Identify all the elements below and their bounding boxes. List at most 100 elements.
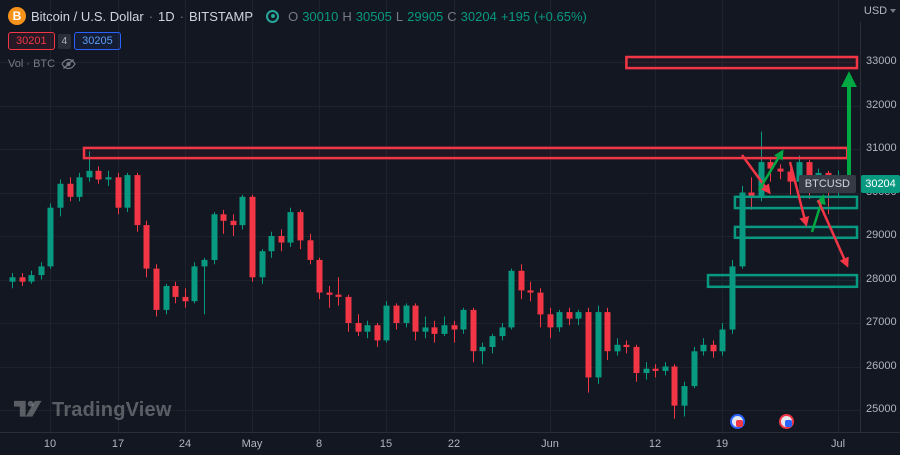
- candle-body: [412, 305, 419, 332]
- candle-body: [643, 368, 650, 373]
- candle-body: [67, 183, 74, 197]
- candle-body: [825, 172, 832, 176]
- support-zone[interactable]: [733, 195, 859, 210]
- symbol-price-tag: BTCUSD: [798, 175, 856, 193]
- candle-body: [431, 327, 438, 334]
- candle-body: [86, 170, 93, 178]
- candle-body: [374, 325, 381, 341]
- resistance-zone[interactable]: [82, 146, 849, 160]
- price-chart[interactable]: [0, 0, 860, 432]
- exchange-label[interactable]: BITSTAMP: [189, 8, 254, 24]
- price-axis[interactable]: 3300032000310003000029000280002700026000…: [860, 0, 900, 432]
- candle-body: [307, 240, 314, 260]
- price-axis-label: 32000: [866, 99, 897, 111]
- close-value: 30204: [460, 8, 497, 24]
- currency-selector[interactable]: USD: [860, 0, 900, 22]
- candle-body: [278, 236, 285, 243]
- candle-body: [57, 183, 64, 208]
- high-label: H: [342, 8, 352, 24]
- candle-body: [614, 344, 621, 352]
- event-flag-icon[interactable]: [779, 414, 794, 429]
- candle-body: [700, 344, 707, 352]
- sell-button[interactable]: 30201: [8, 32, 55, 50]
- support-zone[interactable]: [733, 225, 859, 240]
- candle-body: [489, 336, 496, 347]
- candle-body: [134, 175, 141, 226]
- price-axis-label: 29000: [866, 229, 897, 241]
- candle-body: [739, 192, 746, 267]
- open-label: O: [288, 8, 299, 24]
- time-axis-label: 8: [315, 438, 323, 450]
- chart-pane[interactable]: [0, 0, 860, 432]
- trend-arrow[interactable]: [816, 199, 849, 268]
- change-value: +195 (+0.65%): [500, 8, 587, 24]
- candle-body: [719, 329, 726, 352]
- resistance-zone[interactable]: [625, 55, 859, 70]
- candle-body: [268, 236, 275, 252]
- candle-body: [652, 368, 659, 371]
- time-axis-label: 22: [447, 438, 461, 450]
- candle-body: [335, 294, 342, 297]
- candle-body: [47, 207, 54, 267]
- time-axis-label: 24: [178, 438, 192, 450]
- candle-body: [326, 292, 333, 295]
- event-flag-icon[interactable]: [730, 414, 745, 429]
- spread-value: 4: [57, 33, 72, 49]
- time-axis-label: Jul: [830, 438, 846, 450]
- current-price-label: 30204: [861, 175, 900, 193]
- candle-body: [287, 212, 294, 243]
- candle-body: [681, 386, 688, 406]
- interval-label[interactable]: 1D: [158, 8, 175, 24]
- candle-body: [729, 266, 736, 330]
- support-zone[interactable]: [706, 273, 859, 289]
- trend-arrows: [740, 71, 857, 268]
- tradingview-watermark: TradingView: [14, 398, 172, 422]
- trend-arrow[interactable]: [740, 154, 771, 195]
- chevron-down-icon: [890, 9, 897, 13]
- low-value: 29905: [407, 8, 444, 24]
- candle-body: [297, 212, 304, 241]
- trend-arrow[interactable]: [810, 194, 826, 233]
- candle-body: [9, 277, 16, 282]
- eye-hidden-icon[interactable]: [61, 58, 76, 70]
- candle-body: [633, 346, 640, 373]
- candle-body: [441, 325, 448, 334]
- candle-body: [748, 192, 755, 197]
- symbol-title[interactable]: Bitcoin / U.S. Dollar: [31, 8, 144, 24]
- candle-body: [393, 305, 400, 323]
- price-axis-label: 27000: [866, 316, 897, 328]
- candle-body: [153, 268, 160, 310]
- time-axis-label: 10: [43, 438, 57, 450]
- candle-body: [38, 266, 45, 276]
- candle-body: [355, 323, 362, 332]
- candle-body: [249, 196, 256, 278]
- price-axis-label: 25000: [866, 403, 897, 415]
- candle-body: [28, 275, 35, 282]
- candle-body: [143, 225, 150, 269]
- price-axis-label: 33000: [866, 55, 897, 67]
- time-axis[interactable]: 10 17 24 May 8 15 22 Jun 12 19 Jul: [0, 432, 900, 455]
- candle-body: [460, 309, 467, 330]
- trend-arrow[interactable]: [788, 161, 810, 227]
- candle-body: [95, 170, 102, 180]
- candle-body: [230, 220, 237, 226]
- chart-legend: B Bitcoin / U.S. Dollar · 1D · BITSTAMP …: [8, 7, 587, 70]
- candle-body: [105, 177, 112, 180]
- volume-indicator-label[interactable]: Vol · BTC: [8, 58, 56, 70]
- candle-body: [547, 314, 554, 328]
- tradingview-logo-icon: [14, 400, 42, 417]
- ohlc-values: O 30010 H 30505 L 29905 C 30204 +195 (+0.65%…: [288, 9, 587, 24]
- trend-arrow[interactable]: [757, 149, 784, 191]
- candle-body: [19, 277, 26, 282]
- candle-body: [585, 312, 592, 378]
- market-status-icon[interactable]: [266, 9, 280, 23]
- candle-body: [364, 325, 371, 332]
- candle-body: [345, 296, 352, 323]
- separator: ·: [179, 8, 185, 24]
- buy-button[interactable]: 30205: [74, 32, 121, 50]
- open-value: 30010: [302, 8, 339, 24]
- candle-body: [163, 286, 170, 310]
- price-axis-label: 31000: [866, 142, 897, 154]
- candle-body: [623, 344, 630, 347]
